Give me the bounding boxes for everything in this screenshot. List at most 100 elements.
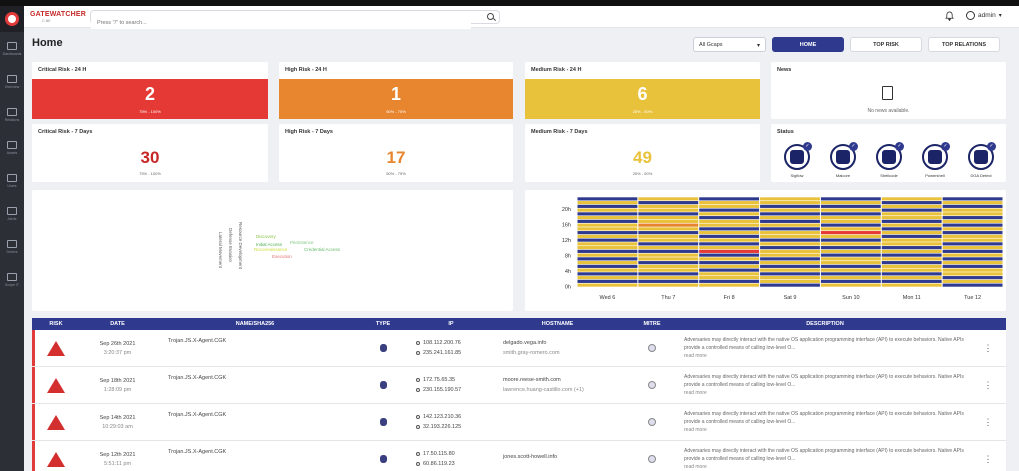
source-ip[interactable]: 108.112.200.76: [423, 340, 461, 346]
heatmap-cell[interactable]: [638, 238, 699, 242]
heatmap-cell[interactable]: [760, 227, 820, 231]
heatmap-cell[interactable]: [760, 272, 820, 276]
heatmap-cell[interactable]: [638, 216, 699, 220]
heatmap-cell[interactable]: [577, 261, 638, 265]
status-dga-detect[interactable]: ✓ DGA Detect: [961, 142, 1001, 178]
heatmap-cell[interactable]: [577, 227, 638, 231]
heatmap-cell[interactable]: [699, 219, 760, 223]
heatmap-cell[interactable]: [760, 242, 820, 246]
top-risk-button[interactable]: TOP RISK: [850, 37, 922, 52]
heatmap-cell[interactable]: [760, 201, 820, 205]
heatmap-cell[interactable]: [760, 261, 820, 265]
heatmap-cell[interactable]: [699, 212, 760, 216]
heatmap-cell[interactable]: [699, 208, 760, 212]
activity-heatmap[interactable]: 20h 16h 12h 8h 4h 0h Wed 6 Thu 7 Fri 8 Sat 9 Sun 1…: [525, 190, 1006, 311]
dest-ip[interactable]: 60.86.119.23: [423, 461, 455, 467]
name-cell[interactable]: Trojan.JS.X-Agent.CGK: [168, 375, 227, 381]
heatmap-cell[interactable]: [820, 283, 881, 287]
heatmap-cell[interactable]: [577, 234, 638, 238]
table-row[interactable]: Sep 26th 2021 3:20:37 pm Trojan.JS.X-Agent…: [32, 330, 1006, 367]
heatmap-cell[interactable]: [638, 264, 699, 268]
heatmap-cell[interactable]: [820, 264, 881, 268]
heatmap-cell[interactable]: [699, 257, 760, 261]
heatmap-cell[interactable]: [577, 208, 638, 212]
heatmap-cell[interactable]: [820, 231, 881, 235]
heatmap-cell[interactable]: [942, 283, 1003, 287]
heatmap-cell[interactable]: [820, 212, 881, 216]
heatmap-cell[interactable]: [577, 223, 638, 227]
heatmap-cell[interactable]: [577, 219, 638, 223]
name-cell[interactable]: Trojan.JS.X-Agent.CGK: [168, 412, 227, 418]
heatmap-cell[interactable]: [760, 197, 820, 201]
heatmap-cell[interactable]: [699, 249, 760, 253]
heatmap-cell[interactable]: [699, 204, 760, 208]
heatmap-cell[interactable]: [577, 212, 638, 216]
sidebar-item-drivers[interactable]: Drivers: [0, 230, 24, 263]
heatmap-cell[interactable]: [638, 219, 699, 223]
heatmap-cell[interactable]: [881, 249, 942, 253]
user-menu[interactable]: admin ▾: [966, 11, 1002, 20]
medium-risk-7d-card[interactable]: Medium Risk - 7 Days 49 25% - 50%: [525, 124, 760, 182]
heatmap-cell[interactable]: [699, 197, 760, 201]
heatmap-cell[interactable]: [942, 249, 1003, 253]
heatmap-cell[interactable]: [942, 242, 1003, 246]
heatmap-cell[interactable]: [942, 253, 1003, 257]
heatmap-cell[interactable]: [820, 249, 881, 253]
heatmap-cell[interactable]: [699, 264, 760, 268]
heatmap-cell[interactable]: [820, 208, 881, 212]
sidebar-item-users[interactable]: Users: [0, 164, 24, 197]
heatmap-cell[interactable]: [760, 279, 820, 283]
header-mitre[interactable]: MITRE: [643, 321, 661, 327]
heatmap-cell[interactable]: [881, 197, 942, 201]
header-description[interactable]: DESCRIPTION: [806, 321, 844, 327]
search-box[interactable]: [90, 10, 500, 29]
row-menu-icon[interactable]: ⋮: [983, 379, 993, 390]
heatmap-cell[interactable]: [577, 249, 638, 253]
heatmap-cell[interactable]: [638, 272, 699, 276]
sidebar-item-relations[interactable]: Relations: [0, 98, 24, 131]
heatmap-cell[interactable]: [820, 242, 881, 246]
heatmap-cell[interactable]: [942, 223, 1003, 227]
heatmap-cell[interactable]: [577, 268, 638, 272]
heatmap-cell[interactable]: [881, 283, 942, 287]
heatmap-cell[interactable]: [699, 242, 760, 246]
heatmap-cell[interactable]: [942, 216, 1003, 220]
bell-icon[interactable]: [945, 11, 954, 21]
heatmap-cell[interactable]: [638, 204, 699, 208]
heatmap-cell[interactable]: [638, 268, 699, 272]
hostname-primary[interactable]: moore.reese-smith.com: [503, 377, 561, 383]
heatmap-cell[interactable]: [881, 261, 942, 265]
heatmap-cell[interactable]: [942, 238, 1003, 242]
heatmap-cell[interactable]: [699, 216, 760, 220]
heatmap-cell[interactable]: [760, 238, 820, 242]
heatmap-cell[interactable]: [638, 208, 699, 212]
high-risk-7d-card[interactable]: High Risk - 7 Days 17 50% - 75%: [279, 124, 513, 182]
heatmap-cell[interactable]: [881, 219, 942, 223]
heatmap-cell[interactable]: [760, 268, 820, 272]
heatmap-cell[interactable]: [820, 204, 881, 208]
heatmap-cell[interactable]: [577, 242, 638, 246]
heatmap-cell[interactable]: [577, 246, 638, 250]
heatmap-cell[interactable]: [577, 272, 638, 276]
heatmap-cell[interactable]: [942, 204, 1003, 208]
heatmap-cell[interactable]: [760, 219, 820, 223]
mitre-icon[interactable]: [648, 344, 656, 352]
sidebar-item-scope[interactable]: Scope IT: [0, 263, 24, 296]
heatmap-cell[interactable]: [881, 253, 942, 257]
heatmap-cell[interactable]: [638, 234, 699, 238]
heatmap-cell[interactable]: [760, 231, 820, 235]
mitre-icon[interactable]: [648, 455, 656, 463]
heatmap-cell[interactable]: [942, 246, 1003, 250]
heatmap-cell[interactable]: [942, 197, 1003, 201]
heatmap-cell[interactable]: [942, 276, 1003, 280]
heatmap-cell[interactable]: [760, 276, 820, 280]
heatmap-cell[interactable]: [820, 279, 881, 283]
heatmap-cell[interactable]: [577, 283, 638, 287]
name-cell[interactable]: Trojan.JS.X-Agent.CGK: [168, 338, 227, 344]
heatmap-cell[interactable]: [820, 272, 881, 276]
heatmap-cell[interactable]: [942, 264, 1003, 268]
heatmap-cell[interactable]: [760, 257, 820, 261]
heatmap-cell[interactable]: [577, 279, 638, 283]
read-more-link[interactable]: read more: [684, 427, 707, 433]
top-relations-button[interactable]: TOP RELATIONS: [928, 37, 1000, 52]
